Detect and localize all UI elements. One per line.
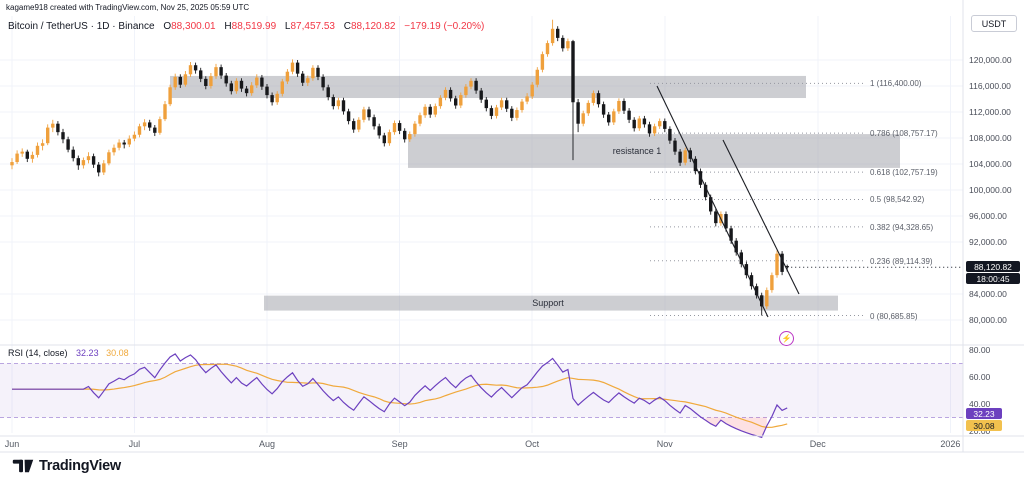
- ohlc-open: O88,300.01: [163, 21, 216, 32]
- candle-countdown-badge: 18:00:45: [966, 273, 1020, 285]
- ohlc-high: H88,519.99: [224, 21, 277, 32]
- rsi-line: [12, 353, 788, 439]
- symbol-legend: Bitcoin / TetherUS · 1D · Binance O88,30…: [8, 21, 484, 32]
- ohlc-close: C88,120.82: [343, 21, 396, 32]
- rsi-value: 32.23: [76, 348, 99, 358]
- price-change: −179.19 (−0.20%): [404, 21, 485, 32]
- rsi-ma-value: 30.08: [106, 348, 129, 358]
- zone-support: [264, 295, 838, 311]
- rsi-ma-value-badge: 30.08: [966, 420, 1002, 432]
- rsi-legend: RSI (14, close) 32.23 30.08: [8, 348, 129, 358]
- ohlc-low: L87,457.53: [284, 21, 335, 32]
- currency-toggle-button[interactable]: USDT: [971, 15, 1017, 32]
- last-price-badge: 88,120.82: [966, 261, 1020, 273]
- attribution-text: kagame918 created with TradingView.com, …: [6, 3, 250, 12]
- trend-channel-line: [656, 85, 769, 318]
- tradingview-logo[interactable]: TradingView: [12, 456, 121, 476]
- symbol-title[interactable]: Bitcoin / TetherUS · 1D · Binance: [8, 21, 155, 32]
- trend-channel-line: [722, 139, 800, 295]
- rsi-title: RSI (14, close): [8, 348, 68, 358]
- rsi-value-badge: 32.23: [966, 408, 1002, 420]
- event-sticker-icon: ⚡: [779, 331, 794, 346]
- tradingview-mark-icon: [12, 459, 34, 473]
- tradingview-logo-text: TradingView: [39, 458, 121, 474]
- zone-resistance-1: [408, 134, 900, 168]
